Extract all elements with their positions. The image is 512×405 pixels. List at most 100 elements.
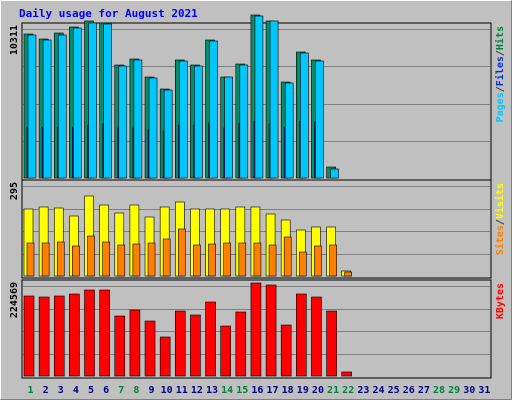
legend-entry: Files [494,56,506,86]
bar-kbytes-day-12 [190,314,201,377]
legend-entry: Hits [494,26,506,50]
bar-sites-day-7 [117,244,126,277]
panel-max-label: 224569 [9,282,20,318]
x-tick-label-day-5: 5 [88,385,94,396]
bar-sites-day-14 [223,242,231,277]
x-tick-label-day-22: 22 [342,385,354,396]
chart-title: Daily usage for August 2021 [19,7,198,20]
bar-pages-day-11 [178,60,188,179]
panels-layer: 10311Pages/Files/Hits295Sites/Visits2245… [9,14,506,379]
bar-kbytes-day-17 [265,284,277,377]
bar-kbytes-day-2 [38,296,50,377]
x-tick-label-day-25: 25 [388,385,400,396]
panel-frame [21,179,492,279]
bar-pages-day-17 [269,20,279,179]
x-tick-label-day-13: 13 [206,385,218,396]
x-tick-label-day-24: 24 [372,385,384,396]
bar-sites-day-6 [102,241,110,277]
bar-kbytes-day-11 [174,310,186,377]
legend-entry: / [495,219,506,225]
x-tick-label-day-10: 10 [161,385,173,396]
bar-pages-day-5 [88,22,97,179]
bar-kbytes-day-6 [99,289,110,377]
panel-max-label: 10311 [9,25,20,55]
bar-pages-day-8 [133,59,143,179]
bar-kbytes-day-21 [326,310,337,377]
bar-kbytes-day-5 [84,289,95,377]
panel-legend: Sites/Visits [494,183,506,255]
bar-pages-day-2 [42,39,52,179]
bar-kbytes-day-20 [311,296,322,377]
panel-middle: 295 Sites/Visits [9,179,506,279]
series-pages [27,15,339,179]
x-tick-label-day-11: 11 [176,385,188,396]
legend-entry: Sites [494,225,506,255]
bar-kbytes-day-7 [114,315,126,377]
x-tick-label-day-31: 31 [478,385,490,396]
bar-sites-day-13 [208,243,216,277]
bar-pages-day-16 [254,15,264,179]
bar-pages-day-9 [148,77,158,179]
x-tick-label-day-17: 17 [267,385,279,396]
panel-frame [21,279,492,379]
bar-pages-day-21 [330,168,339,179]
bar-kbytes-day-13 [205,301,216,377]
bar-kbytes-day-16 [250,282,262,377]
bar-sites-day-3 [56,241,65,277]
x-tick-label-day-2: 2 [43,385,49,396]
bar-pages-day-12 [194,65,203,179]
bar-kbytes-day-9 [144,320,156,377]
panel-legend: KBytes [495,283,506,319]
series-sites [26,228,353,277]
bar-sites-day-10 [162,238,171,277]
x-tick-label-day-16: 16 [251,385,263,396]
bar-sites-day-16 [253,242,262,277]
x-tick-label-day-18: 18 [282,385,294,396]
bar-kbytes-day-1 [23,295,35,377]
bar-sites-day-4 [72,245,80,277]
bar-pages-day-18 [284,82,294,179]
bar-kbytes-day-14 [220,325,231,377]
bar-sites-day-2 [41,242,50,277]
panel-max-label: 295 [9,182,20,200]
bar-kbytes-day-22 [341,371,353,377]
bar-sites-day-18 [283,236,292,277]
legend-entry: / [495,86,506,92]
x-tick-label-day-23: 23 [357,385,369,396]
bar-pages-day-14 [224,76,233,179]
x-tick-label-day-7: 7 [118,385,124,396]
bar-kbytes-day-3 [53,295,65,377]
x-tick-label-day-4: 4 [73,385,79,396]
x-tick-label-day-21: 21 [327,385,339,396]
x-axis-labels: 1 2 3 4 5 6 7 8 9 10 11 12 13 14 15 16 17 18 19 20 21 22 23 24 2… [27,385,490,396]
legend-entry: / [495,50,506,56]
bar-sites-day-22 [344,271,353,277]
bar-kbytes-day-19 [296,293,307,377]
x-tick-label-day-26: 26 [403,385,415,396]
x-tick-label-day-1: 1 [27,385,33,396]
x-tick-label-day-29: 29 [448,385,460,396]
x-tick-label-day-9: 9 [149,385,155,396]
bar-sites-day-21 [329,244,337,277]
bar-sites-day-12 [193,244,201,277]
bar-kbytes-day-8 [129,309,141,377]
bar-sites-day-15 [238,242,247,277]
bar-pages-day-6 [103,23,112,179]
bar-sites-day-8 [132,243,141,277]
bar-sites-day-17 [268,244,277,277]
bar-sites-day-20 [314,245,322,277]
bar-kbytes-day-15 [235,311,247,377]
legend-entry: Pages [495,92,506,122]
bar-sites-day-5 [87,235,95,277]
bar-kbytes-day-18 [280,324,292,377]
x-tick-label-day-15: 15 [236,385,248,396]
x-tick-label-day-20: 20 [312,385,324,396]
bar-pages-day-15 [239,64,249,179]
legend-entry: Visits [494,183,506,219]
bar-pages-day-13 [209,40,218,179]
x-tick-label-day-19: 19 [297,385,309,396]
bar-pages-day-19 [300,52,309,179]
